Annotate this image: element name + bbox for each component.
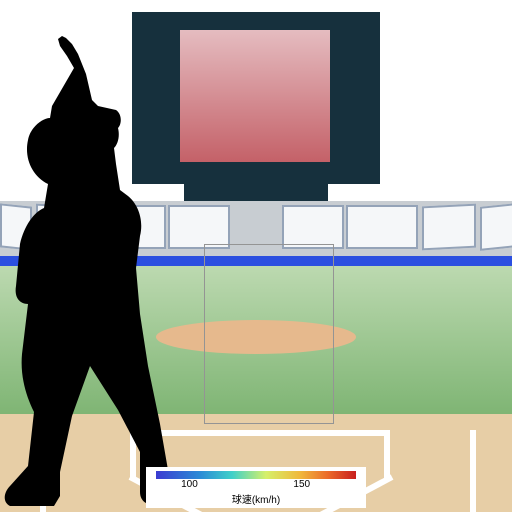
legend-tick-value: 100 [181, 479, 198, 490]
batters-box-line [470, 430, 476, 512]
wall-segment [422, 204, 476, 251]
batter-silhouette-icon [0, 36, 230, 512]
wall-segment [480, 203, 512, 251]
speed-legend: 100 150 球速(km/h) [146, 467, 366, 508]
wall-segment [282, 205, 344, 249]
pitch-chart-canvas: 100 150 球速(km/h) [0, 0, 512, 512]
legend-ticks: 100 150 [152, 479, 360, 491]
wall-segment [346, 205, 418, 249]
legend-tick-value: 150 [293, 479, 310, 490]
batters-box-line [384, 430, 390, 480]
legend-color-bar [156, 471, 356, 479]
legend-axis-label: 球速(km/h) [152, 491, 360, 506]
